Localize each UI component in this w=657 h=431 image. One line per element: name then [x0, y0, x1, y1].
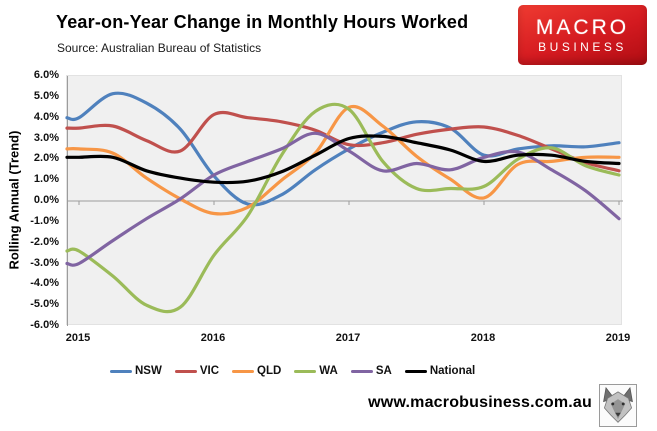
- y-tick-label: 3.0%: [33, 131, 59, 144]
- x-tick-label: 2018: [470, 332, 496, 344]
- logo-text-business: BUSINESS: [538, 39, 627, 54]
- legend-swatch: [174, 369, 197, 373]
- y-tick-label: -4.0%: [30, 277, 59, 290]
- x-tick-label: 2017: [335, 332, 361, 344]
- legend-item-sa: SA: [350, 365, 392, 377]
- legend-item-wa: WA: [294, 365, 338, 377]
- y-tick-label: 2.0%: [33, 152, 59, 165]
- y-tick-label: 6.0%: [33, 69, 59, 81]
- plot-area: [65, 75, 623, 326]
- series-line-wa: [65, 102, 621, 314]
- macrobusiness-logo: MACRO BUSINESS: [518, 5, 647, 65]
- source-note: Source: Australian Bureau of Statistics: [57, 41, 262, 55]
- legend-label: QLD: [257, 365, 282, 377]
- legend-label: WA: [319, 365, 338, 377]
- y-tick-label: 5.0%: [33, 89, 59, 102]
- legend-item-vic: VIC: [174, 365, 220, 377]
- y-tick-label: 0.0%: [33, 194, 59, 206]
- y-tick-label: -5.0%: [30, 298, 59, 311]
- legend-label: SA: [375, 365, 392, 377]
- legend-item-nsw: NSW: [110, 365, 162, 377]
- line-chart: [65, 76, 623, 326]
- legend-swatch: [110, 369, 132, 373]
- x-tick-label: 2016: [200, 332, 226, 344]
- legend-label: National: [429, 365, 476, 377]
- legend-swatch: [232, 369, 255, 373]
- legend-swatch: [294, 369, 317, 373]
- page-title: Year-on-Year Change in Monthly Hours Wor…: [56, 12, 469, 32]
- series-line-national: [65, 134, 621, 185]
- legend-label: VIC: [199, 365, 220, 377]
- series-line-nsw: [65, 91, 621, 207]
- legend-swatch: [404, 369, 427, 373]
- series-line-qld: [65, 104, 621, 216]
- y-tick-label: 1.0%: [33, 173, 59, 186]
- y-tick-label: -2.0%: [30, 235, 59, 248]
- legend-label: NSW: [135, 365, 162, 377]
- x-tick-label: 2015: [65, 332, 91, 344]
- website-url: www.macrobusiness.com.au: [368, 394, 592, 411]
- wolf-logo-icon: [599, 384, 637, 427]
- legend-item-qld: QLD: [232, 365, 281, 377]
- y-tick-label: 4.0%: [33, 110, 59, 123]
- x-tick-label: 2019: [605, 332, 631, 344]
- y-tick-label: -6.0%: [30, 319, 59, 331]
- wolf-head-drawing: [603, 387, 633, 423]
- legend-item-national: National: [404, 365, 476, 377]
- y-tick-label: -3.0%: [30, 256, 59, 269]
- legend-swatch: [350, 369, 373, 373]
- logo-text-macro: MACRO: [535, 15, 630, 39]
- legend: NSW VIC QLD WA SA National: [110, 365, 475, 377]
- y-tick-label: -1.0%: [30, 214, 59, 227]
- series-line-sa: [65, 131, 621, 267]
